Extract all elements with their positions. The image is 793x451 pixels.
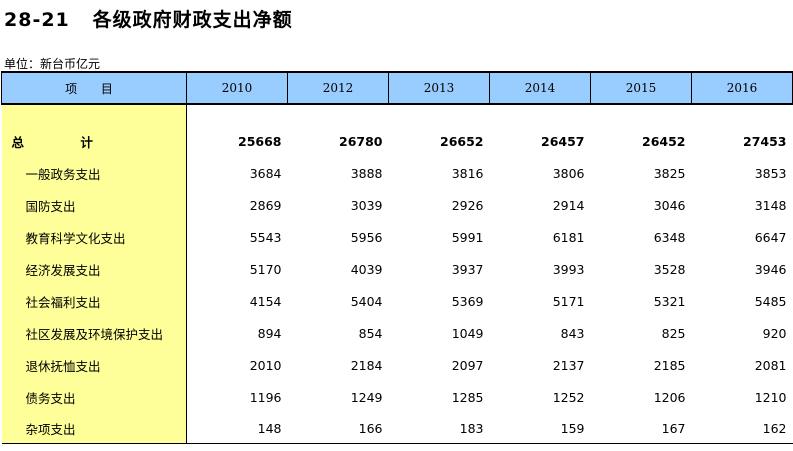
cell-value: 3806 [552,165,585,181]
cell-value: 920 [762,325,787,341]
row-label: 国防支出 [1,189,187,221]
cell-value: 2081 [754,357,787,373]
cell-value: 5321 [653,293,686,309]
cell-value: 6647 [754,229,787,245]
row-label: 社会福利支出 [1,285,187,317]
cell-value: 3148 [754,197,787,213]
cell-value: 162 [691,413,793,444]
cell-value: 4154 [249,293,282,309]
table-row: 社区发展及环境保护支出 894 854 1049 843 825 920 [1,317,793,349]
cell-value: 5485 [754,293,787,309]
row-label: 经济发展支出 [1,253,187,285]
column-header-year: 2013 [388,71,490,105]
total-row: 总 计 25668 26780 26652 26457 26452 27453 [1,125,793,157]
page-title: 28-21 各级政府财政支出净额 [4,9,293,31]
cell-value: 6348 [653,229,686,245]
cell-value: 3853 [754,165,787,181]
cell-value: 26452 [642,133,686,149]
cell-value: 3825 [653,165,686,181]
cell-value: 3684 [249,165,282,181]
cell-value: 5543 [249,229,282,245]
cell-value: 5991 [451,229,484,245]
cell-value: 3888 [350,165,383,181]
cell-value: 1210 [754,389,787,405]
cell-value: 3528 [653,261,686,277]
row-label: 总 计 [1,125,187,157]
cell-value: 26457 [541,133,585,149]
cell-value: 4039 [350,261,383,277]
cell-value: 1252 [552,389,585,405]
cell-value: 166 [287,413,389,444]
cell-value: 2869 [249,197,282,213]
row-label: 杂项支出 [1,413,187,444]
cell-value: 159 [489,413,591,444]
column-header-year: 2014 [489,71,591,105]
column-header-item: 项 目 [1,71,187,105]
header-row: 项 目 2010 2012 2013 2014 2015 2016 [1,71,793,105]
cell-value: 1196 [249,389,282,405]
cell-value: 3946 [754,261,787,277]
cell-value: 2137 [552,357,585,373]
table-row: 一般政务支出 3684 3888 3816 3806 3825 3853 [1,157,793,189]
cell-value: 1249 [350,389,383,405]
cell-value: 2185 [653,357,686,373]
cell-value: 2184 [350,357,383,373]
row-label: 社区发展及环境保护支出 [1,317,187,349]
cell-value: 1049 [451,325,484,341]
cell-value: 2914 [552,197,585,213]
cell-value: 2926 [451,197,484,213]
cell-value: 27453 [743,133,787,149]
table-row: 经济发展支出 5170 4039 3937 3993 3528 3946 [1,253,793,285]
column-header-year: 2012 [287,71,389,105]
table-row: 社会福利支出 4154 5404 5369 5171 5321 5485 [1,285,793,317]
cell-value: 2097 [451,357,484,373]
cell-value: 167 [590,413,692,444]
cell-value: 5956 [350,229,383,245]
table-row: 教育科学文化支出 5543 5956 5991 6181 6348 6647 [1,221,793,253]
expenditure-table: 项 目 2010 2012 2013 2014 2015 2016 总 计 25… [1,71,793,444]
cell-value: 894 [257,325,282,341]
cell-value: 3937 [451,261,484,277]
cell-value: 5369 [451,293,484,309]
cell-value: 25668 [238,133,282,149]
row-label: 退休抚恤支出 [1,349,187,381]
cell-value: 3046 [653,197,686,213]
row-label: 一般政务支出 [1,157,187,189]
cell-value: 6181 [552,229,585,245]
row-label: 债务支出 [1,381,187,413]
cell-value: 26780 [339,133,383,149]
cell-value: 1206 [653,389,686,405]
cell-value: 148 [186,413,288,444]
cell-value: 1285 [451,389,484,405]
column-header-year: 2015 [590,71,692,105]
spacer-row [1,104,793,125]
table-row: 国防支出 2869 3039 2926 2914 3046 3148 [1,189,793,221]
cell-value: 3039 [350,197,383,213]
cell-value: 26652 [440,133,484,149]
cell-value: 5171 [552,293,585,309]
unit-label: 单位：新台币亿元 [4,57,101,71]
cell-value: 3993 [552,261,585,277]
cell-value: 825 [661,325,686,341]
cell-value: 5404 [350,293,383,309]
cell-value: 5170 [249,261,282,277]
row-label: 教育科学文化支出 [1,221,187,253]
cell-value: 3816 [451,165,484,181]
cell-value: 843 [560,325,585,341]
table-row: 债务支出 1196 1249 1285 1252 1206 1210 [1,381,793,413]
column-header-year: 2016 [691,71,793,105]
column-header-year: 2010 [186,71,288,105]
cell-value: 2010 [249,357,282,373]
cell-value: 183 [388,413,490,444]
table-row: 退休抚恤支出 2010 2184 2097 2137 2185 2081 [1,349,793,381]
table-row: 杂项支出 148 166 183 159 167 162 [1,413,793,444]
cell-value: 854 [358,325,383,341]
